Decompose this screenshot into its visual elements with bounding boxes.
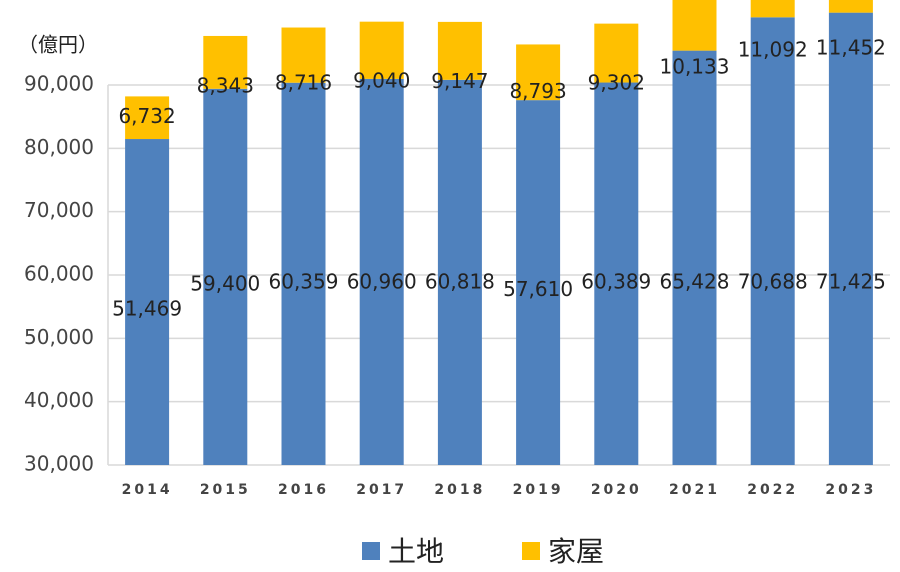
bar-segment	[125, 96, 170, 140]
data-label: 60,960	[347, 270, 417, 294]
y-tick-label: 30,000	[24, 452, 94, 476]
legend-swatch	[362, 542, 380, 560]
x-tick-label: 2017	[356, 482, 407, 498]
bar-segment	[359, 78, 404, 466]
bar-segment	[125, 139, 170, 465]
bar-segment	[203, 88, 248, 466]
data-label: 71,425	[816, 270, 886, 294]
bar-segment	[437, 79, 482, 465]
data-label: 9,147	[431, 69, 488, 93]
x-tick-label: 2022	[747, 482, 798, 498]
data-label: 8,343	[197, 73, 254, 97]
bar-segment	[828, 12, 873, 466]
data-label: 6,732	[118, 104, 175, 128]
x-tick-label: 2015	[200, 482, 251, 498]
x-tick-label: 2023	[825, 482, 876, 498]
y-tick-label: 90,000	[24, 72, 94, 96]
bar-segment	[594, 82, 639, 466]
data-label: 11,092	[738, 38, 808, 62]
bar-segment	[516, 44, 561, 101]
data-label: 57,610	[503, 277, 573, 301]
data-label: 10,133	[660, 54, 730, 78]
data-label: 9,302	[588, 70, 645, 94]
x-tick-label: 2021	[669, 482, 720, 498]
data-label: 60,389	[581, 270, 651, 294]
data-label: 9,040	[353, 68, 410, 92]
data-label: 8,793	[509, 79, 566, 103]
data-label: 8,716	[275, 70, 332, 94]
x-tick-label: 2016	[278, 482, 329, 498]
x-tick-label: 2014	[122, 482, 173, 498]
data-label: 60,359	[269, 270, 339, 294]
bar-segment	[281, 82, 326, 466]
bar-segment	[828, 0, 873, 13]
y-tick-label: 80,000	[24, 135, 94, 159]
x-tick-label: 2019	[513, 482, 564, 498]
data-label: 60,818	[425, 270, 495, 294]
bar-segment	[281, 27, 326, 83]
y-tick-label: 40,000	[24, 388, 94, 412]
bar-segment	[672, 0, 717, 51]
x-tick-label: 2018	[434, 482, 485, 498]
legend-label: 家屋	[548, 535, 604, 568]
bar-segment	[750, 0, 795, 18]
y-axis-label: （億円）	[18, 33, 98, 57]
data-label: 59,400	[190, 271, 260, 295]
bar-segment	[203, 35, 248, 89]
data-label: 70,688	[738, 270, 808, 294]
bar-segment	[672, 50, 717, 465]
y-tick-label: 50,000	[24, 325, 94, 349]
data-label: 11,452	[816, 35, 886, 59]
y-tick-label: 60,000	[24, 262, 94, 286]
x-tick-label: 2020	[591, 482, 642, 498]
y-tick-label: 70,000	[24, 198, 94, 222]
bar-segment	[359, 21, 404, 79]
legend-swatch	[522, 542, 540, 560]
bar-segment	[437, 21, 482, 80]
bar-segment	[516, 100, 561, 466]
legend-label: 土地	[388, 535, 444, 568]
data-label: 65,428	[660, 270, 730, 294]
bar-segment	[594, 23, 639, 83]
bar-segment	[750, 17, 795, 466]
data-label: 51,469	[112, 297, 182, 321]
